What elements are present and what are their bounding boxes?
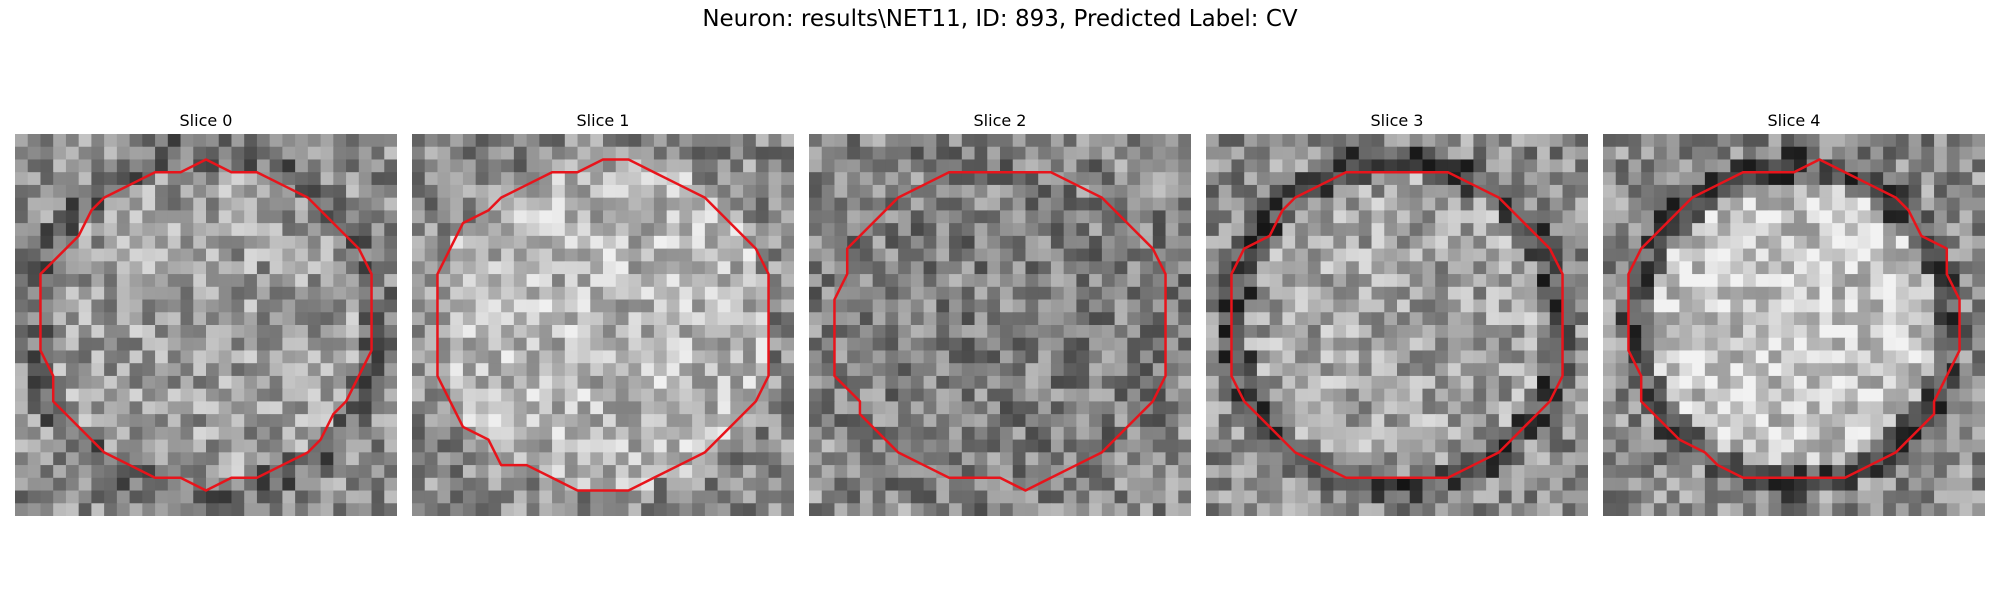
panel-title: Slice 2 bbox=[973, 111, 1027, 130]
panel-title: Slice 1 bbox=[576, 111, 630, 130]
slice-image bbox=[1603, 134, 1985, 516]
pixel-grid bbox=[809, 134, 1191, 516]
pixel-grid bbox=[412, 134, 794, 516]
contour-line bbox=[1230, 170, 1564, 480]
panel-slice-3: Slice 3 bbox=[1206, 108, 1588, 516]
slice-image bbox=[1206, 134, 1588, 516]
contour-line bbox=[833, 170, 1167, 492]
figure-title: Neuron: results\NET11, ID: 893, Predicte… bbox=[702, 6, 1298, 32]
panel-slice-1: Slice 1 bbox=[412, 108, 794, 516]
slice-image bbox=[412, 134, 794, 516]
pixel-grid bbox=[1206, 134, 1588, 516]
contour-line bbox=[1627, 158, 1961, 480]
contour-line bbox=[436, 158, 770, 492]
contour-line bbox=[39, 158, 373, 492]
panel-title: Slice 0 bbox=[179, 111, 233, 130]
panel-slice-2: Slice 2 bbox=[809, 108, 1191, 516]
panel-slice-4: Slice 4 bbox=[1603, 108, 1985, 516]
pixel-grid bbox=[15, 134, 397, 516]
slice-image bbox=[15, 134, 397, 516]
panel-title: Slice 4 bbox=[1767, 111, 1821, 130]
panel-slice-0: Slice 0 bbox=[15, 108, 397, 516]
slice-image bbox=[809, 134, 1191, 516]
pixel-grid bbox=[1603, 134, 1985, 516]
panel-title: Slice 3 bbox=[1370, 111, 1424, 130]
